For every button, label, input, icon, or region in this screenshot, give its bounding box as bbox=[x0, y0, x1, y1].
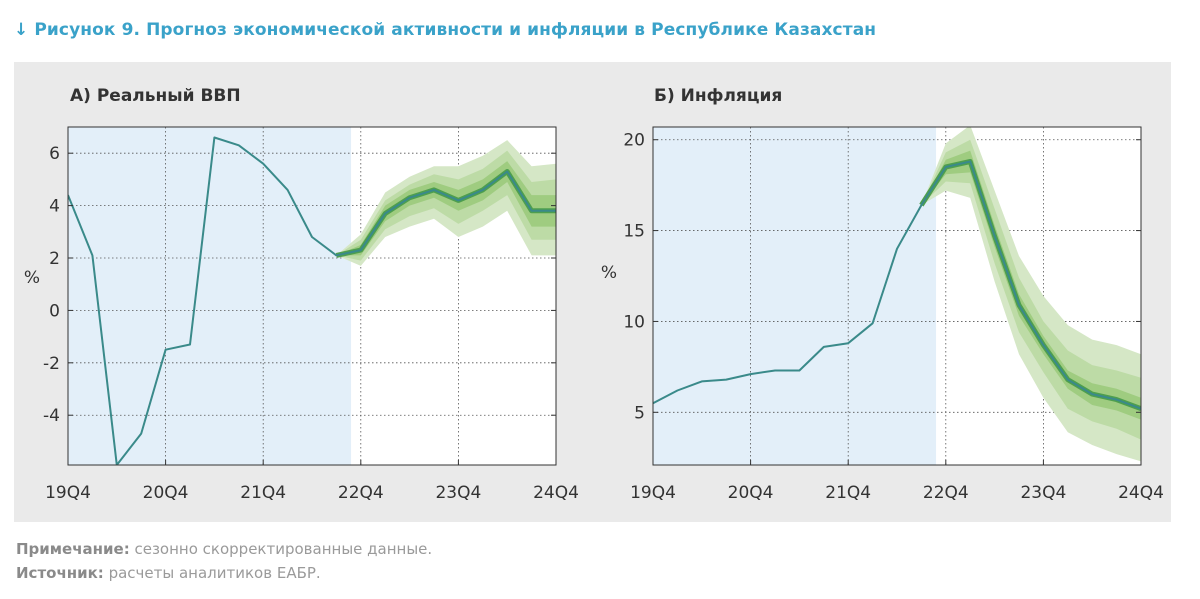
x-tick-label: 22Q4 bbox=[338, 483, 384, 503]
note-label: Примечание: bbox=[16, 540, 130, 558]
y-axis-label: % bbox=[601, 263, 617, 283]
x-tick-label: 23Q4 bbox=[1020, 483, 1066, 503]
gdp-chart: 6 4 2 0 -2 -4 19Q4 20Q4 21Q4 22Q4 23Q4 24Q4 А) Реаль… bbox=[24, 86, 579, 503]
y-tick-label: -2 bbox=[43, 354, 60, 374]
history-shade bbox=[653, 127, 937, 465]
chart-title: Б) Инфляция bbox=[654, 86, 782, 106]
y-tick-label: -4 bbox=[43, 406, 60, 426]
y-tick-label: 20 bbox=[623, 131, 645, 151]
x-tick-label: 22Q4 bbox=[923, 483, 969, 503]
plot-frame bbox=[67, 126, 557, 466]
inflation-chart: 20 15 10 5 19Q4 20Q4 21Q4 22Q4 23Q4 24Q4 Б) Инфляц… bbox=[601, 86, 1164, 503]
fan-bands bbox=[921, 127, 1141, 462]
x-tick-label: 23Q4 bbox=[435, 483, 481, 503]
y-tick-label: 4 bbox=[49, 197, 60, 217]
y-tick-label: 2 bbox=[49, 249, 60, 269]
y-tick-label: 6 bbox=[49, 144, 60, 164]
x-tick-label: 20Q4 bbox=[143, 483, 189, 503]
x-tick-label: 19Q4 bbox=[45, 483, 91, 503]
plot-frame bbox=[652, 126, 1142, 466]
x-tick-label: 24Q4 bbox=[533, 483, 579, 503]
chart-title: А) Реальный ВВП bbox=[70, 86, 241, 106]
note-line: Примечание: сезонно скорректированные да… bbox=[16, 540, 432, 558]
source-text: расчеты аналитиков ЕАБР. bbox=[108, 564, 321, 582]
figure-title: ↓ Рисунок 9. Прогноз экономической актив… bbox=[14, 20, 877, 40]
y-tick-label: 10 bbox=[623, 312, 645, 332]
y-tick-label: 0 bbox=[49, 301, 60, 321]
band-inner bbox=[336, 161, 556, 256]
series-line bbox=[653, 160, 1141, 410]
band-mid bbox=[921, 139, 1141, 440]
band-inner bbox=[921, 150, 1141, 420]
x-tick-label: 19Q4 bbox=[630, 483, 676, 503]
source-label: Источник: bbox=[16, 564, 104, 582]
source-line: Источник: расчеты аналитиков ЕАБР. bbox=[16, 564, 321, 582]
x-tick-label: 20Q4 bbox=[728, 483, 774, 503]
y-tick-label: 5 bbox=[634, 403, 645, 423]
x-tick-label: 24Q4 bbox=[1118, 483, 1164, 503]
series-line bbox=[68, 136, 556, 465]
x-tick-label: 21Q4 bbox=[825, 483, 871, 503]
x-tick-label: 21Q4 bbox=[240, 483, 286, 503]
y-tick-label: 15 bbox=[623, 222, 645, 242]
y-axis-label: % bbox=[24, 268, 40, 288]
note-text: сезонно скорректированные данные. bbox=[134, 540, 433, 558]
